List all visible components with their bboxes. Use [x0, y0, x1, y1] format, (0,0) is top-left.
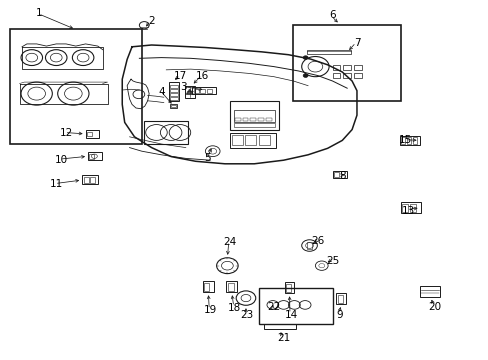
- Bar: [85, 130, 99, 138]
- Bar: [242, 118, 248, 121]
- Bar: [82, 175, 98, 184]
- Bar: [204, 283, 209, 291]
- Text: 10: 10: [55, 155, 67, 165]
- Bar: [245, 135, 256, 145]
- Circle shape: [303, 74, 307, 77]
- Bar: [171, 105, 176, 107]
- Bar: [285, 284, 290, 292]
- Bar: [89, 154, 94, 159]
- Text: 20: 20: [428, 302, 441, 312]
- Bar: [419, 286, 439, 297]
- Bar: [250, 118, 256, 121]
- Bar: [353, 73, 361, 78]
- Bar: [306, 242, 311, 249]
- Bar: [226, 281, 237, 292]
- Text: 4: 4: [158, 87, 164, 97]
- Bar: [284, 282, 294, 293]
- Bar: [337, 295, 342, 303]
- Bar: [259, 135, 269, 145]
- Bar: [207, 89, 212, 93]
- Text: 19: 19: [203, 305, 217, 315]
- Bar: [203, 281, 213, 292]
- Text: 13: 13: [401, 206, 414, 216]
- Bar: [400, 137, 405, 144]
- Bar: [233, 110, 275, 122]
- Bar: [170, 104, 177, 108]
- Text: 5: 5: [204, 153, 211, 163]
- Bar: [306, 50, 350, 54]
- Text: 26: 26: [310, 236, 324, 246]
- Bar: [229, 133, 276, 148]
- Bar: [264, 324, 295, 329]
- Bar: [229, 101, 278, 130]
- Bar: [200, 89, 205, 93]
- Text: 25: 25: [325, 256, 339, 266]
- Bar: [10, 29, 142, 144]
- Text: 9: 9: [336, 310, 343, 320]
- Circle shape: [303, 56, 307, 59]
- Polygon shape: [186, 89, 193, 94]
- Text: 3: 3: [180, 82, 186, 92]
- Bar: [343, 73, 350, 78]
- Bar: [336, 293, 346, 304]
- Bar: [90, 177, 95, 183]
- Text: 14: 14: [284, 310, 297, 320]
- Text: 18: 18: [227, 303, 241, 313]
- Bar: [409, 204, 415, 212]
- Text: 8: 8: [338, 171, 345, 181]
- Bar: [332, 171, 346, 178]
- Bar: [234, 118, 240, 121]
- Bar: [184, 86, 194, 98]
- Bar: [83, 177, 88, 183]
- Bar: [227, 283, 233, 291]
- Bar: [258, 118, 264, 121]
- Bar: [231, 135, 242, 145]
- Bar: [293, 25, 400, 101]
- Text: 2: 2: [148, 16, 155, 26]
- Bar: [170, 93, 177, 96]
- Text: 16: 16: [196, 71, 209, 81]
- Bar: [168, 82, 179, 101]
- Text: 12: 12: [59, 128, 73, 138]
- Text: 11: 11: [49, 179, 63, 189]
- Bar: [170, 85, 177, 88]
- Bar: [259, 288, 332, 324]
- Text: 21: 21: [276, 333, 290, 343]
- Bar: [343, 65, 350, 70]
- Text: 24: 24: [223, 237, 236, 247]
- Bar: [170, 97, 177, 100]
- Bar: [170, 89, 177, 92]
- Bar: [399, 136, 419, 145]
- Bar: [402, 204, 407, 212]
- Text: 7: 7: [353, 38, 360, 48]
- Bar: [233, 123, 275, 127]
- Text: 22: 22: [266, 302, 280, 312]
- Bar: [406, 137, 410, 144]
- Text: 23: 23: [240, 310, 253, 320]
- Bar: [193, 89, 198, 93]
- Bar: [88, 152, 102, 160]
- Bar: [353, 65, 361, 70]
- Bar: [144, 121, 188, 144]
- Text: 17: 17: [174, 71, 187, 81]
- Bar: [265, 118, 271, 121]
- Text: 1: 1: [36, 8, 42, 18]
- Bar: [412, 137, 416, 144]
- Bar: [400, 202, 420, 213]
- Bar: [332, 65, 340, 70]
- Bar: [332, 73, 340, 78]
- Bar: [192, 87, 215, 94]
- Bar: [333, 172, 338, 177]
- Text: 15: 15: [398, 135, 412, 145]
- Bar: [87, 132, 92, 136]
- Text: 6: 6: [328, 10, 335, 20]
